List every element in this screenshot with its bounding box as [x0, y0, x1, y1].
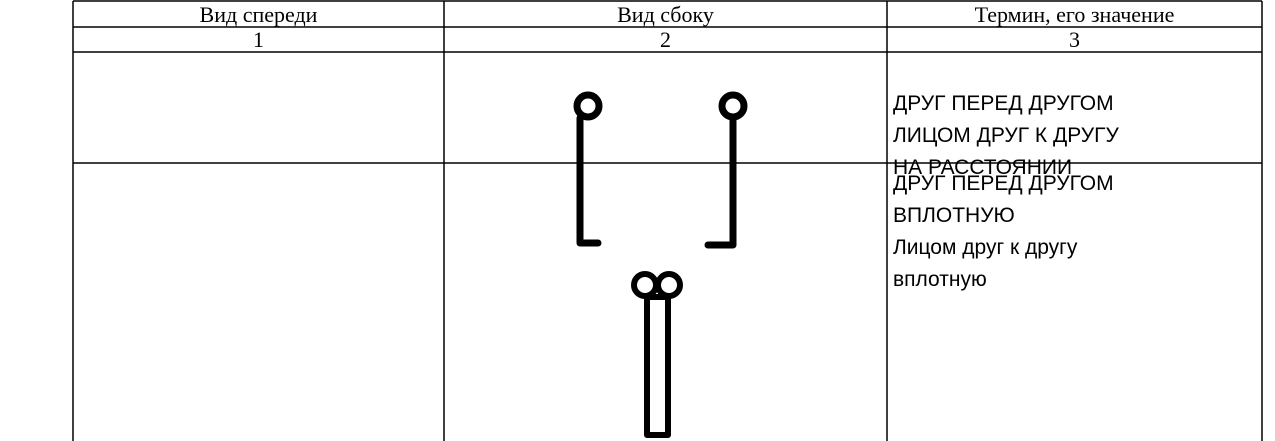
number-cell: 2: [660, 27, 671, 52]
term-line: вплотную: [893, 268, 987, 291]
figure-apart: [573, 91, 748, 249]
term-line: ДРУГ ПЕРЕД ДРУГОМ: [893, 172, 1114, 195]
number-cell: 3: [1069, 27, 1080, 52]
term-line: ВПЛОТНУЮ: [893, 204, 1015, 227]
figure-close: [631, 271, 683, 438]
term-line: НА РАССТОЯНИИ: [893, 156, 1073, 179]
term-line: Лицом друг к другу: [893, 236, 1078, 259]
term-line: ЛИЦОМ ДРУГ К ДРУГУ: [893, 124, 1119, 147]
term-line: ДРУГ ПЕРЕД ДРУГОМ: [893, 92, 1114, 115]
header-cell: Термин, его значение: [974, 2, 1175, 27]
number-cell: 1: [253, 27, 264, 52]
header-cell: Вид сбоку: [617, 2, 714, 27]
header-cell: Вид спереди: [199, 2, 318, 27]
